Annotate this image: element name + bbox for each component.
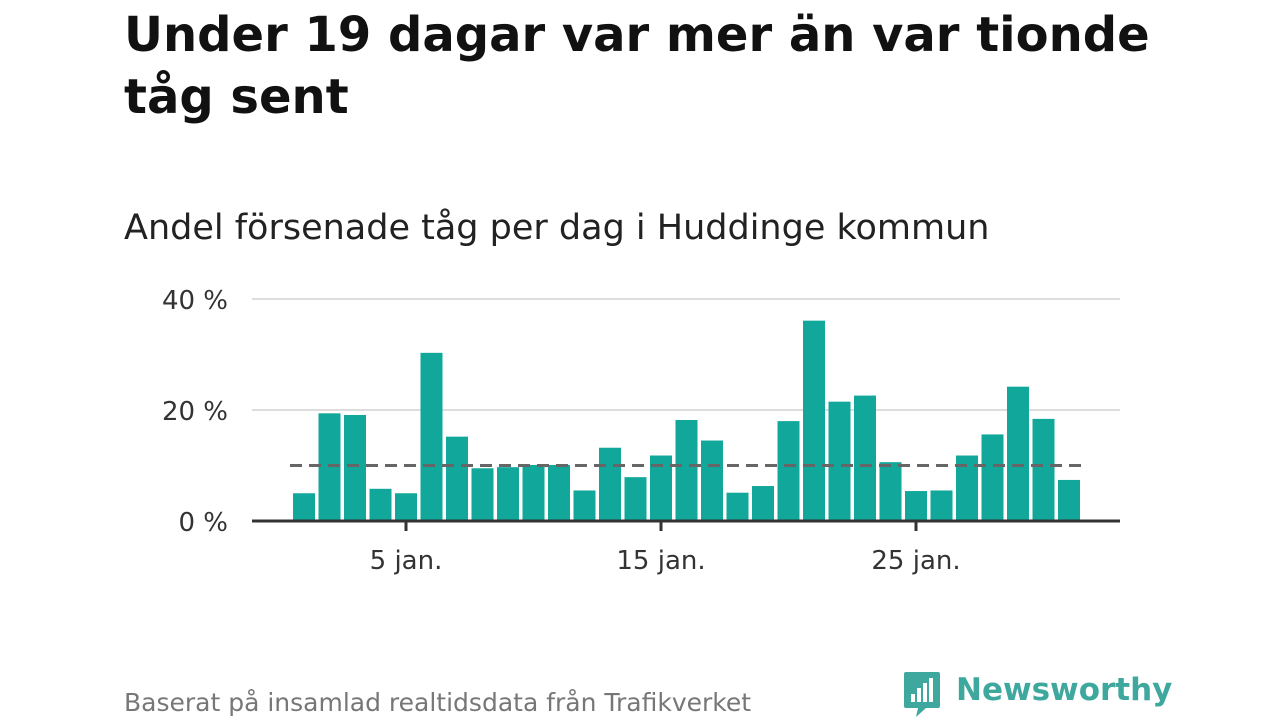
bar [446, 436, 468, 521]
grid-lines [252, 298, 1120, 411]
bar [369, 488, 392, 521]
bar [624, 477, 647, 521]
bar [879, 462, 902, 521]
bar [956, 455, 978, 521]
bar [497, 467, 519, 521]
bar-chart-speech-bubble-icon [904, 672, 940, 717]
bar [395, 493, 417, 521]
axes: 0 % 20 % 40 % 5 jan. 15 jan. 25 jan. [162, 286, 1120, 576]
chart-subtitle: Andel försenade tåg per dag i Huddinge k… [124, 208, 990, 248]
bar [599, 447, 621, 521]
y-tick-label: 20 % [162, 397, 228, 427]
brand: Newsworthy [902, 670, 1172, 720]
bar [471, 468, 494, 521]
bar [828, 401, 851, 521]
bar [752, 486, 774, 521]
x-tick-label: 15 jan. [616, 546, 705, 576]
bar [854, 395, 876, 521]
bar [726, 492, 749, 521]
bar-series [293, 320, 1080, 521]
bar [318, 413, 341, 521]
y-tick-label: 0 % [178, 508, 228, 538]
bar [803, 320, 825, 521]
bar [1058, 479, 1080, 521]
bar [344, 414, 366, 521]
bar [930, 490, 953, 521]
chart-title: Under 19 dagar var mer än var tionde tåg… [124, 7, 1150, 125]
y-tick-label: 40 % [162, 286, 228, 316]
source-note: Baserat på insamlad realtidsdata från Tr… [124, 688, 752, 717]
x-tick-label: 5 jan. [370, 546, 443, 576]
bar [650, 455, 672, 521]
bar [548, 464, 570, 521]
bar [522, 464, 545, 521]
bar [701, 440, 723, 521]
brand-name: Newsworthy [956, 672, 1173, 708]
bar [905, 491, 927, 521]
bar [1007, 386, 1029, 521]
bar [293, 493, 315, 521]
x-tick-label: 25 jan. [871, 546, 960, 576]
bar [573, 490, 596, 521]
bar [420, 352, 443, 521]
bar [675, 419, 698, 521]
bar [777, 421, 800, 521]
bar [981, 434, 1004, 521]
bar [1032, 418, 1055, 521]
